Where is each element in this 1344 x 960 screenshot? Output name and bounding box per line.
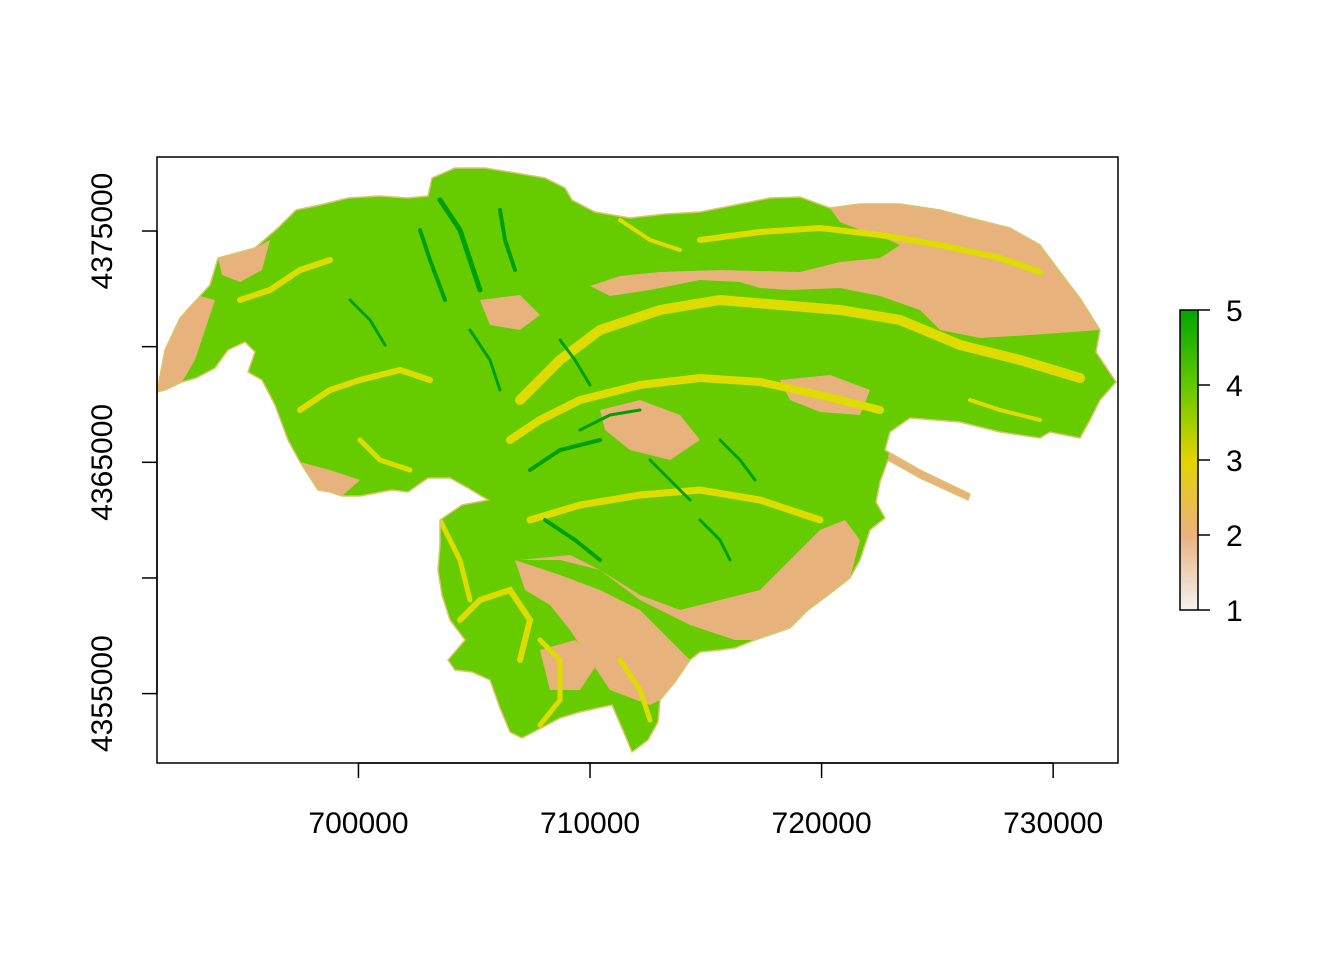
y-tick-label: 4375000 [86, 173, 119, 290]
y-axis: 4355000 4365000 4375000 [86, 173, 158, 752]
class3-ridge [618, 218, 682, 252]
class3-ridge [297, 366, 433, 413]
class3-ridge [357, 437, 413, 473]
class3-ridge [968, 398, 1042, 422]
class5-streak [718, 438, 757, 482]
class2-zone-southwest [515, 560, 690, 705]
class2-zone-mid3 [480, 295, 540, 330]
class2-zone-west3 [300, 462, 360, 496]
class3-ridge [515, 294, 1085, 405]
class5-streak [348, 298, 387, 347]
raster-layer [156, 167, 1117, 753]
class2-zone-west [157, 296, 215, 392]
class2-zone-west2 [218, 240, 270, 282]
class5-streak [698, 518, 732, 562]
y-tick-label: 4365000 [86, 404, 119, 521]
class3-ridge [457, 586, 534, 663]
class5-streak [578, 408, 642, 432]
x-tick-label: 710000 [540, 807, 640, 840]
class5-streak [468, 328, 502, 392]
x-tick-label: 730000 [1003, 807, 1103, 840]
class2-zone-mid [600, 400, 700, 460]
class5-streak [648, 458, 692, 502]
legend-label: 1 [1226, 595, 1243, 628]
class5-streak [543, 518, 602, 562]
class5-streak [418, 228, 447, 302]
class5-streak [498, 208, 517, 272]
class2-zone-spit [888, 440, 970, 500]
legend-colorbar [1179, 309, 1199, 611]
legend-label: 2 [1226, 520, 1243, 553]
class3-ridges [237, 218, 1085, 728]
raster-patches [157, 197, 1100, 728]
legend-label: 5 [1226, 295, 1243, 328]
class5-streak [437, 197, 483, 293]
class5-streaks [348, 197, 757, 562]
class3-ridge [237, 257, 333, 303]
class3-ridge [697, 224, 1043, 275]
class3-ridge [437, 517, 473, 603]
class3-ridge [617, 657, 653, 723]
legend-label: 4 [1226, 370, 1243, 403]
class2-zone-east [590, 204, 1100, 338]
class5-streak [528, 438, 602, 472]
class3-ridge [537, 637, 563, 728]
class3-ridge [506, 373, 884, 444]
x-axis: 700000 710000 720000 730000 [308, 762, 1103, 840]
y-tick-label: 4355000 [86, 635, 119, 752]
class2-zone-south [520, 520, 860, 640]
legend-label: 3 [1226, 445, 1243, 478]
x-tick-label: 720000 [772, 807, 872, 840]
color-legend: 1 2 3 4 5 [1179, 295, 1243, 628]
class3-ridge [526, 486, 824, 524]
class5-streak [558, 338, 592, 387]
legend-ticks: 1 2 3 4 5 [1198, 295, 1243, 628]
x-tick-label: 700000 [308, 807, 408, 840]
